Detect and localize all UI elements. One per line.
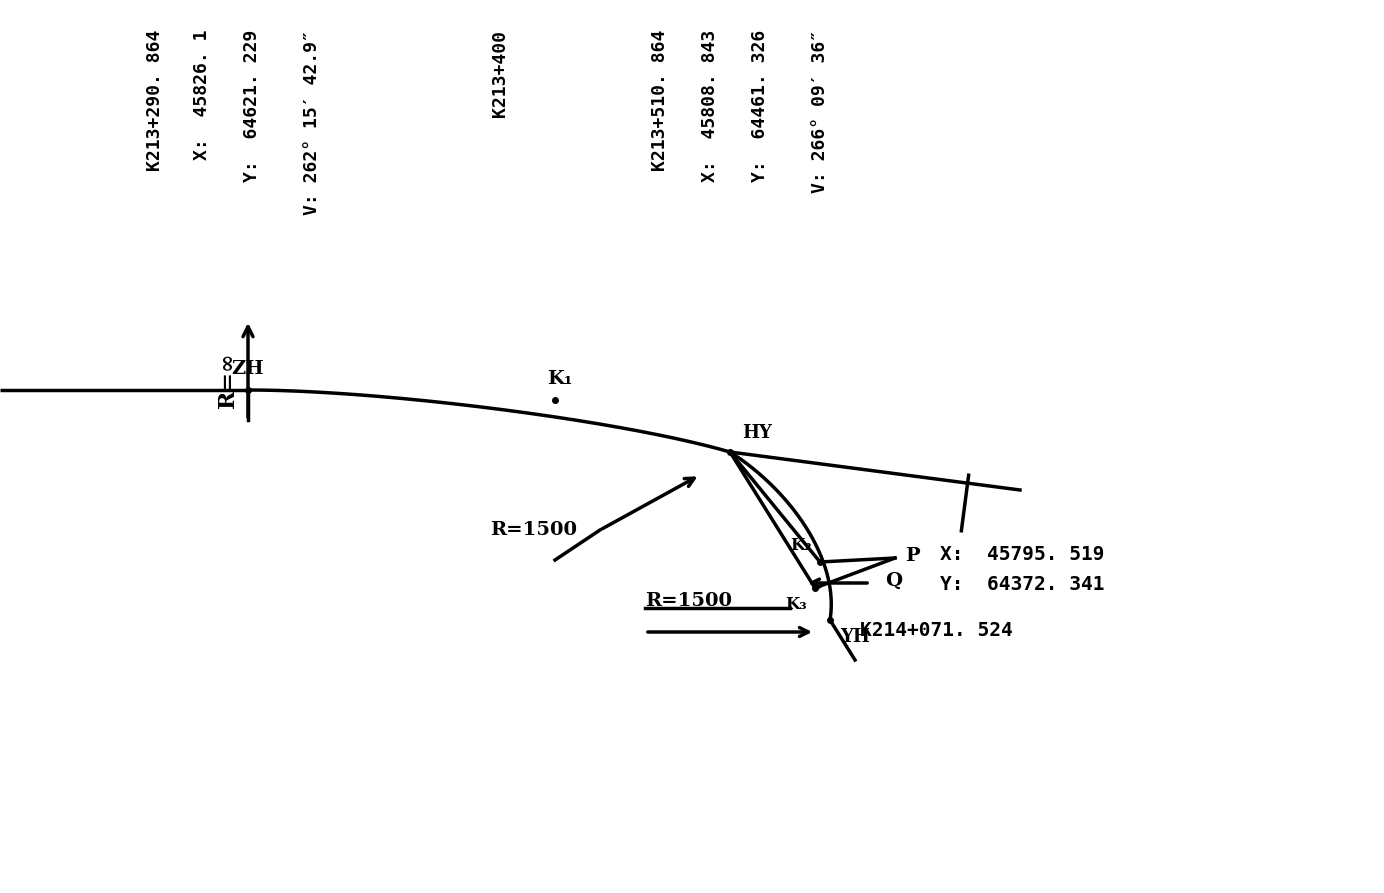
Text: K213+510. 864: K213+510. 864 [650, 30, 668, 171]
Text: K213+290. 864: K213+290. 864 [145, 30, 163, 171]
Text: HY: HY [742, 424, 772, 442]
Text: K₂: K₂ [790, 537, 812, 554]
Text: V: 266° 09′ 36″: V: 266° 09′ 36″ [811, 30, 829, 193]
Text: Y:  64461. 326: Y: 64461. 326 [752, 30, 770, 182]
Text: K₁: K₁ [547, 370, 573, 388]
Text: V: 262° 15′ 42.9″: V: 262° 15′ 42.9″ [303, 30, 321, 215]
Text: Y:  64372. 341: Y: 64372. 341 [940, 575, 1104, 595]
Text: P: P [905, 547, 919, 565]
Text: X:  45808. 843: X: 45808. 843 [702, 30, 720, 182]
Text: K214+071. 524: K214+071. 524 [859, 621, 1013, 639]
Text: R=∞: R=∞ [217, 352, 239, 408]
Text: K213+400: K213+400 [491, 30, 509, 117]
Text: Y:  64621. 229: Y: 64621. 229 [244, 30, 262, 182]
Text: Q: Q [884, 572, 902, 590]
Text: YH: YH [840, 628, 871, 646]
Text: R=1500: R=1500 [645, 592, 732, 610]
Text: ZH: ZH [231, 360, 264, 378]
Text: K₃: K₃ [785, 596, 807, 613]
Text: X:  45795. 519: X: 45795. 519 [940, 546, 1104, 564]
Text: R=1500: R=1500 [490, 521, 577, 539]
Text: X:  45826. 1: X: 45826. 1 [192, 30, 210, 161]
